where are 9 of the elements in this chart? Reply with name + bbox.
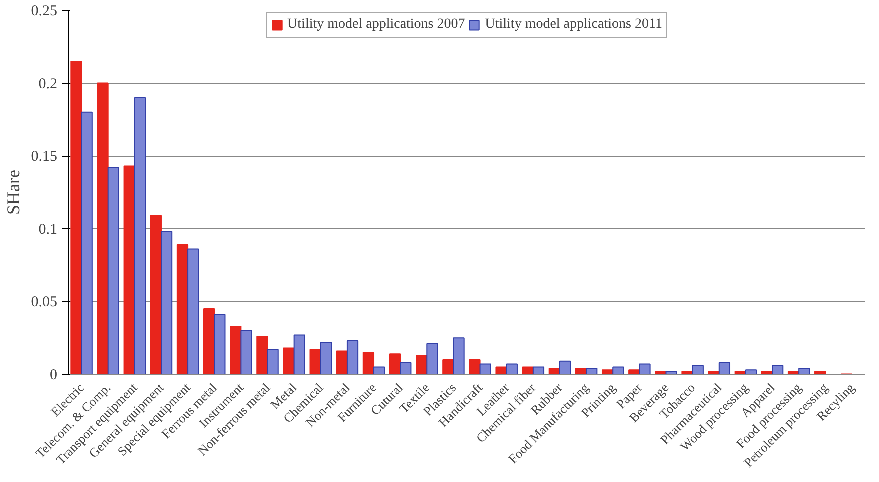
y-axis-title: SHare bbox=[3, 170, 24, 215]
legend-label: Utility model applications 2007 bbox=[288, 17, 466, 33]
legend-label: Utility model applications 2011 bbox=[485, 17, 662, 33]
y-tick-label: 0.25 bbox=[31, 4, 58, 20]
y-tick-label: 0.1 bbox=[38, 222, 58, 238]
y-tick-label: 0.05 bbox=[31, 294, 58, 311]
y-tick-label: 0 bbox=[50, 368, 58, 384]
y-tick-label: 0.2 bbox=[38, 76, 58, 92]
y-tick-label: 0.15 bbox=[31, 149, 58, 166]
